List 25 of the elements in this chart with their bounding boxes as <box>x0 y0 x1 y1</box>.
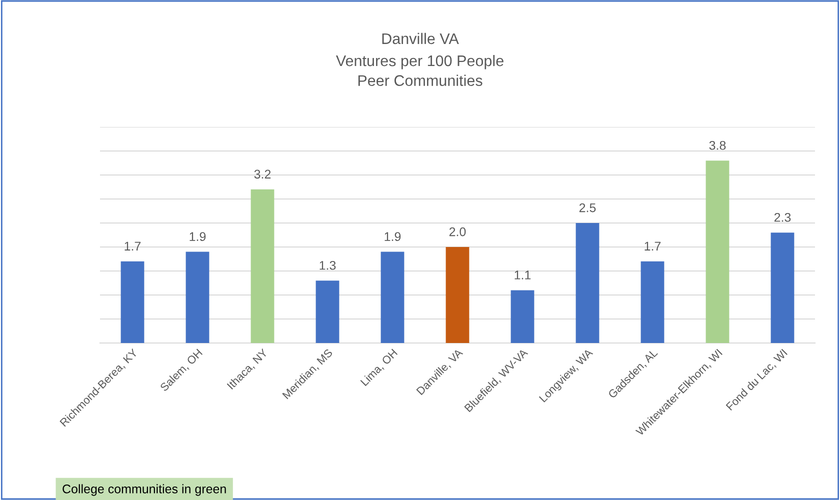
data-label: 1.1 <box>514 270 531 280</box>
data-label: 1.7 <box>644 242 661 250</box>
bar <box>186 252 210 343</box>
chart-subtitle: Ventures per 100 People Peer Communities <box>336 54 504 86</box>
bar <box>120 261 144 343</box>
bar <box>576 223 600 343</box>
bar <box>770 232 794 343</box>
data-label: 2.5 <box>579 203 596 212</box>
data-label: 3.2 <box>254 170 271 179</box>
data-label: 2.3 <box>774 212 791 222</box>
data-label: 1.9 <box>384 232 401 241</box>
bar <box>250 189 274 343</box>
bar <box>316 280 340 343</box>
text: College communities in green <box>62 484 226 496</box>
data-label: 1.3 <box>320 260 336 270</box>
bar <box>510 290 534 343</box>
data-label: 1.9 <box>190 232 206 241</box>
data-label: 3.8 <box>709 140 726 150</box>
data-label: 1.7 <box>124 242 141 250</box>
data-label: 2.0 <box>449 227 466 236</box>
bar <box>640 261 664 343</box>
bar <box>706 160 730 343</box>
bar <box>380 252 404 343</box>
chart-title: Danville VA <box>382 32 459 44</box>
bar <box>446 247 470 343</box>
